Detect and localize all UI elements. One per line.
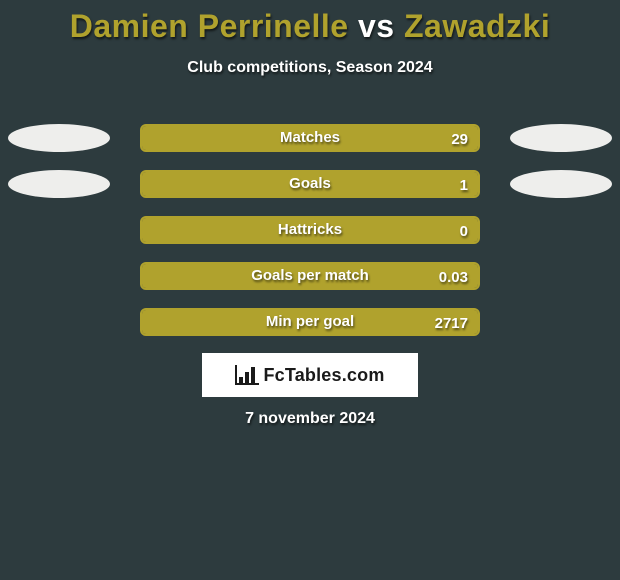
stat-row: 0Hattricks [0,216,620,262]
stat-row: 29Matches [0,124,620,170]
right-ellipse [510,170,612,198]
stat-label: Matches [140,124,480,152]
stat-row: 1Goals [0,170,620,216]
left-ellipse [8,170,110,198]
stat-label: Goals [140,170,480,198]
stat-label: Goals per match [140,262,480,290]
brand-box: FcTables.com [202,353,418,397]
stat-row: 2717Min per goal [0,308,620,354]
brand-text: FcTables.com [263,365,384,386]
left-ellipse [8,124,110,152]
right-ellipse [510,124,612,152]
bar-chart-icon [235,365,259,385]
title-player-left: Damien Perrinelle [70,8,349,44]
stat-label: Hattricks [140,216,480,244]
stats-rows: 29Matches1Goals0Hattricks0.03Goals per m… [0,124,620,354]
title-connector: vs [349,8,404,44]
subtitle: Club competitions, Season 2024 [0,59,620,77]
stat-label: Min per goal [140,308,480,336]
stat-row: 0.03Goals per match [0,262,620,308]
date-text: 7 november 2024 [0,410,620,428]
title-player-right: Zawadzki [404,8,550,44]
page-title: Damien Perrinelle vs Zawadzki [0,0,620,45]
